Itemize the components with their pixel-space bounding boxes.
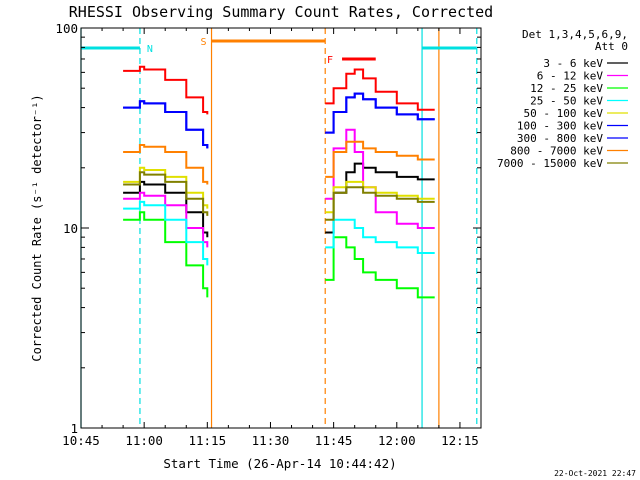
series-25-50-kev bbox=[123, 200, 435, 266]
series-6-12-kev bbox=[123, 128, 435, 248]
legend-item-12-25-kev: 12 - 25 keV bbox=[530, 82, 628, 95]
legend-item-100-300-kev: 100 - 300 keV bbox=[517, 120, 628, 133]
legend-item-3-6-kev: 3 - 6 keV bbox=[543, 57, 628, 70]
legend-label: 7000 - 15000 keV bbox=[497, 157, 603, 170]
flag-label-f: F bbox=[327, 55, 333, 66]
legend-item-25-50-kev: 25 - 50 keV bbox=[530, 95, 628, 108]
series-3-6-kev bbox=[123, 162, 435, 238]
legend-item-6-12-kev: 6 - 12 keV bbox=[537, 70, 628, 83]
chart-title: RHESSI Observing Summary Count Rates, Co… bbox=[69, 3, 493, 21]
series-line-2-1 bbox=[325, 236, 435, 299]
x-tick-label-1: 11:00 bbox=[125, 433, 163, 448]
series-line-8-1 bbox=[325, 186, 435, 221]
flag-label-n: N bbox=[147, 44, 153, 55]
series-line-9-1 bbox=[325, 68, 435, 111]
flag-bars: N S F bbox=[81, 37, 477, 66]
legend-label: 300 - 800 keV bbox=[517, 132, 603, 145]
series-line-3-0 bbox=[123, 200, 209, 266]
x-tick-label-3: 11:30 bbox=[252, 433, 290, 448]
y-tick-label-1: 10 bbox=[63, 221, 78, 236]
series-100-300-kev bbox=[123, 92, 435, 149]
legend-label: 12 - 25 keV bbox=[530, 82, 603, 95]
series-line-3-1 bbox=[325, 218, 435, 254]
y-axis-label: Corrected Count Rate (s⁻¹ detector⁻¹) bbox=[30, 94, 44, 361]
legend-header-line-2: Att 0 bbox=[595, 40, 628, 53]
x-tick-label-0: 10:45 bbox=[62, 433, 100, 448]
x-axis-ticks: 10:45 11:00 11:15 11:30 11:45 12:00 12:15 bbox=[62, 28, 482, 448]
legend-label: 100 - 300 keV bbox=[517, 120, 603, 133]
legend-item-800-7000-kev: 800 - 7000 keV bbox=[510, 145, 628, 158]
series-line-5-1 bbox=[325, 92, 435, 134]
series-line-9-0 bbox=[123, 65, 209, 115]
y-tick-label-0: 1 bbox=[70, 421, 78, 436]
series-line-6-0 bbox=[123, 100, 209, 149]
series-line-8-0 bbox=[123, 171, 209, 216]
x-tick-label-6: 12:15 bbox=[441, 433, 479, 448]
series-300-800-kev bbox=[123, 92, 435, 149]
series-line-7-0 bbox=[123, 144, 209, 185]
legend-item-300-800-kev: 300 - 800 keV bbox=[517, 132, 628, 145]
series-12-25-kev bbox=[123, 211, 435, 299]
legend-label: 25 - 50 keV bbox=[530, 95, 603, 108]
series-lines bbox=[123, 65, 435, 299]
series-extra-9 bbox=[123, 65, 435, 115]
series-line-6-1 bbox=[325, 92, 435, 134]
footer-timestamp: 22-Oct-2021 22:47 bbox=[554, 469, 636, 478]
x-tick-label-4: 11:45 bbox=[315, 433, 353, 448]
x-tick-label-2: 11:15 bbox=[188, 433, 226, 448]
legend-label: 800 - 7000 keV bbox=[510, 145, 603, 158]
series-line-4-1 bbox=[325, 180, 435, 214]
legend-label: 6 - 12 keV bbox=[537, 70, 604, 83]
legend-header-line-1: Det 1,3,4,5,6,9, bbox=[522, 28, 628, 41]
series-line-2-0 bbox=[123, 211, 209, 298]
y-tick-label-2: 100 bbox=[55, 21, 78, 36]
series-line-7-1 bbox=[325, 140, 435, 178]
y-axis-ticks: 1 10 100 bbox=[55, 21, 481, 436]
x-axis-label: Start Time (26-Apr-14 10:44:42) bbox=[163, 456, 396, 471]
series-line-1-1 bbox=[325, 128, 435, 229]
legend-item-50-100-kev: 50 - 100 keV bbox=[524, 107, 628, 120]
series-7000-15000-kev bbox=[123, 171, 435, 221]
x-tick-label-5: 12:00 bbox=[378, 433, 416, 448]
legend-label: 50 - 100 keV bbox=[524, 107, 604, 120]
flag-label-s: S bbox=[201, 37, 207, 48]
legend-label: 3 - 6 keV bbox=[543, 57, 603, 70]
series-800-7000-kev bbox=[123, 140, 435, 185]
legend-item-7000-15000-kev: 7000 - 15000 keV bbox=[497, 157, 628, 170]
